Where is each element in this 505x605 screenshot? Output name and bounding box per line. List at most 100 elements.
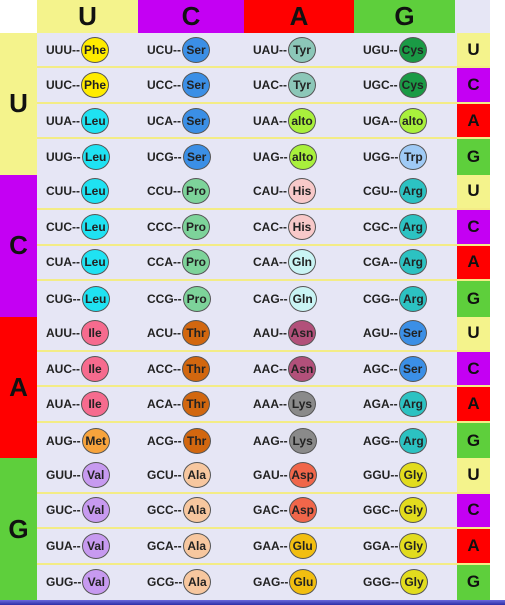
- codon-cell: AAA -- Lys: [244, 387, 354, 420]
- amino-acid-badge: Ser: [182, 144, 211, 171]
- amino-acid-badge: Arg: [398, 249, 427, 276]
- amino-acid-badge: Leu: [81, 285, 110, 312]
- codon-row: CUG -- Leu CCG -- Pro CAG -- Gln CGG -- Arg G: [37, 281, 490, 317]
- codon-label: CCU: [147, 184, 173, 199]
- codon-cell: CCC -- Pro: [138, 210, 244, 243]
- codon-label: UGA: [363, 113, 390, 128]
- codon-row: GUA -- Val GCA -- Ala GAA -- Glu GGA -- Gly A: [37, 529, 490, 565]
- first-base-g: G: [0, 458, 37, 600]
- codon-dash: --: [173, 219, 181, 234]
- amino-acid-badge: Leu: [81, 178, 109, 205]
- codon-dash: --: [72, 503, 81, 518]
- codon-dash: --: [73, 575, 82, 590]
- amino-acid-badge: Thr: [182, 391, 210, 418]
- codon-dash: --: [173, 255, 181, 270]
- first-base-c: C: [0, 174, 37, 317]
- codon-cell: CAU -- His: [244, 175, 354, 208]
- codon-cell: UAA -- alto: [244, 104, 354, 137]
- codon-label: CCC: [147, 219, 173, 234]
- codon-label: GGG: [363, 575, 392, 590]
- codon-cell: CGU -- Arg: [354, 175, 455, 208]
- codon-cell: CGA -- Arg: [354, 246, 455, 279]
- codon-cell: UCU -- Ser: [138, 33, 244, 66]
- codon-dash: --: [390, 150, 399, 165]
- codon-cell: CCU -- Pro: [138, 175, 244, 208]
- codon-cell: UGG -- Trp: [354, 139, 455, 174]
- codon-row: GUG -- Val GCG -- Ala GAG -- Glu GGG -- Gly G: [37, 564, 490, 600]
- codon-label: UGC: [363, 78, 390, 93]
- amino-acid-badge: Asp: [288, 461, 317, 488]
- amino-acid-badge: Glu: [289, 569, 318, 596]
- codon-cell: GAU -- Asp: [244, 458, 354, 491]
- codon-cell: AUC -- Ile: [37, 352, 138, 385]
- block-u: UUU -- Phe UCU -- Ser UAU -- Tyr UGU -- Cys U UUC -- Ph…: [37, 33, 490, 175]
- codon-dash: --: [389, 326, 398, 341]
- amino-acid-badge: Pro: [182, 213, 210, 240]
- codon-row: CUC -- Leu CCC -- Pro CAC -- His CGC -- Arg C: [37, 210, 490, 246]
- codon-row: AUA -- Ile ACA -- Thr AAA -- Lys AGA -- Arg A: [37, 387, 490, 423]
- amino-acid-badge: Ser: [182, 36, 210, 63]
- amino-acid-badge: Pro: [182, 249, 210, 276]
- codon-cell: UGU -- Cys: [354, 33, 455, 66]
- codon-label: UGU: [363, 42, 390, 57]
- codon-label: GCA: [147, 538, 174, 553]
- codon-dash: --: [279, 361, 287, 376]
- amino-acid-badge: Ser: [182, 107, 210, 134]
- codon-label: CAG: [253, 291, 280, 306]
- codon-dash: --: [173, 42, 181, 57]
- codon-label: GUA: [46, 538, 73, 553]
- codon-row: AUG -- Met ACG -- Thr AAG -- Lys AGG -- Arg G: [37, 422, 490, 459]
- codon-cell: AGG -- Arg: [354, 423, 455, 458]
- amino-acid-badge: Gln: [288, 249, 316, 276]
- codon-label: ACU: [147, 326, 173, 341]
- codon-label: AGA: [363, 397, 390, 412]
- codon-row: GUC -- Val GCC -- Ala GAC -- Asp GGC -- Gly C: [37, 493, 490, 530]
- codon-label: CGC: [363, 219, 390, 234]
- amino-acid-badge: Trp: [399, 144, 428, 171]
- codon-label: GCU: [147, 467, 174, 482]
- amino-acid-badge: Met: [81, 427, 110, 454]
- codon-dash: --: [279, 326, 287, 341]
- codon-cell: UCA -- Ser: [138, 104, 244, 137]
- codon-dash: --: [174, 575, 183, 590]
- codon-label: GAG: [253, 575, 281, 590]
- amino-acid-badge: Ala: [182, 532, 211, 559]
- codon-cell: CAG -- Gln: [244, 281, 354, 316]
- codon-label: ACA: [147, 397, 173, 412]
- codon-dash: --: [389, 184, 398, 199]
- codon-cell: AUG -- Met: [37, 423, 138, 458]
- codon-label: GCC: [147, 503, 174, 518]
- third-base-a: A: [455, 387, 490, 421]
- amino-acid-badge: alto: [398, 107, 427, 134]
- codon-label: AAG: [253, 433, 280, 448]
- codon-row: UUA -- Leu UCA -- Ser UAA -- alto UGA -- alto A: [37, 103, 490, 140]
- codon-cell: AGA -- Arg: [354, 387, 455, 420]
- block-c: CUU -- Leu CCU -- Pro CAU -- His CGU -- Arg U CUC -- Le…: [37, 174, 490, 317]
- codon-cell: CCA -- Pro: [138, 246, 244, 279]
- codon-cell: AAG -- Lys: [244, 423, 354, 458]
- codon-cell: CUA -- Leu: [37, 246, 138, 279]
- codon-label: UAG: [253, 150, 280, 165]
- codon-cell: UCC -- Ser: [138, 68, 244, 101]
- amino-acid-badge: Tyr: [288, 36, 316, 63]
- codon-dash: --: [279, 184, 287, 199]
- codon-label: GUG: [46, 575, 74, 590]
- codon-row: AUC -- Ile ACC -- Thr AAC -- Asn AGC -- Ser C: [37, 351, 490, 388]
- codon-dash: --: [389, 42, 398, 57]
- amino-acid-badge: Ala: [182, 461, 211, 488]
- codon-cell: UAC -- Tyr: [244, 68, 354, 101]
- codon-cell: GGG -- Gly: [354, 565, 455, 600]
- codon-dash: --: [279, 219, 287, 234]
- codon-cell: AAU -- Asn: [244, 317, 354, 350]
- codon-label: UAC: [253, 78, 279, 93]
- codon-cell: AGU -- Ser: [354, 317, 455, 350]
- amino-acid-badge: Arg: [398, 391, 427, 418]
- third-base-g: G: [455, 564, 490, 600]
- codon-dash: --: [173, 538, 182, 553]
- codon-cell: GAC -- Asp: [244, 494, 354, 527]
- third-base-u: U: [455, 33, 490, 67]
- codon-row: UUC -- Phe UCC -- Ser UAC -- Tyr UGC -- Cys C: [37, 68, 490, 104]
- codon-dash: --: [390, 291, 399, 306]
- block-g: GUU -- Val GCU -- Ala GAU -- Asp GGU -- Gly U GUC -- Va…: [37, 458, 490, 600]
